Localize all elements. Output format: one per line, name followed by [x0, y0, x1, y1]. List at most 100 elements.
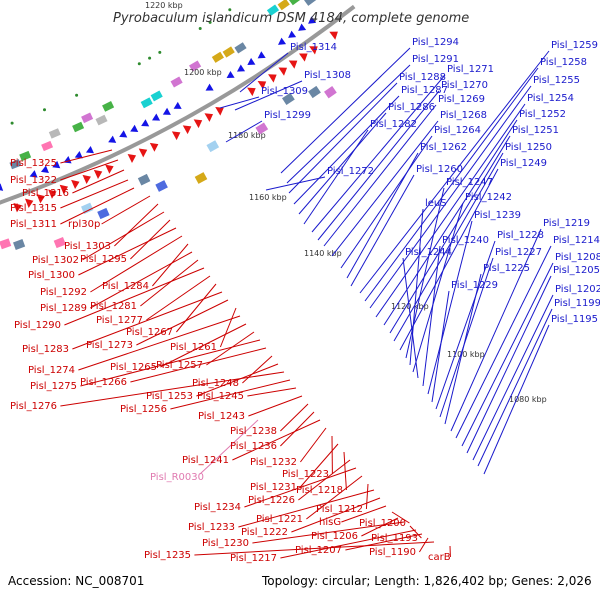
- ruler-dot: [208, 20, 212, 24]
- gene-label: Pisl_1229: [451, 280, 498, 291]
- leader-line: [219, 96, 260, 109]
- forward-strand-arrow: [40, 165, 49, 173]
- leader-line: [477, 308, 553, 467]
- leader-line: [323, 104, 437, 247]
- gene-label: Pisl_1294: [412, 37, 459, 48]
- gene-label: Pisl_1244: [405, 247, 452, 258]
- gc-content-block: [255, 122, 269, 135]
- accession-text: Accession: NC_008701: [8, 574, 145, 588]
- gene-label: Pisl_1260: [416, 164, 463, 175]
- gc-content-block: [206, 140, 220, 153]
- gene-label: carB: [428, 552, 451, 563]
- gene-label: Pisl_1288: [399, 72, 446, 83]
- gc-skew-block: [189, 60, 202, 72]
- ruler-dot: [75, 93, 79, 97]
- leader-line: [365, 483, 369, 510]
- leader-line: [242, 355, 273, 384]
- forward-strand-arrow: [298, 23, 307, 31]
- gene-label: Pisl_1243: [198, 411, 245, 422]
- gc-content-block: [0, 238, 12, 250]
- leader-line: [82, 211, 165, 261]
- gc-skew-block: [277, 0, 290, 11]
- leader-line: [402, 257, 419, 379]
- ruler-label: 1200 kbp: [184, 68, 222, 77]
- leader-line: [341, 505, 387, 523]
- gene-label: Pisl_1208: [555, 252, 600, 263]
- gc-content-block: [282, 92, 295, 105]
- leader-line: [90, 251, 193, 309]
- gene-label: Pisl_1272: [327, 166, 374, 177]
- gene-label: Pisl_1257: [156, 360, 203, 371]
- gene-label: Pisl_1316: [22, 188, 69, 199]
- gene-label: Pisl_1268: [440, 110, 487, 121]
- ruler-label: 1220 kbp: [145, 1, 183, 10]
- gene-label: Pisl_1271: [447, 64, 494, 75]
- leader-line: [152, 243, 189, 287]
- gene-label: Pisl_1193: [371, 533, 418, 544]
- gene-label: Pisl_1236: [230, 441, 277, 452]
- gene-label: Pisl_1202: [555, 284, 600, 295]
- gene-label: Pisl_1284: [102, 281, 149, 292]
- reverse-strand-arrow: [127, 153, 137, 163]
- kbp-ruler: 1220 kbp 1200 kbp 1180 kbp 1160 kbp 1140 kbp…: [145, 1, 547, 404]
- gene-label: Pisl_1247: [446, 177, 493, 188]
- leader-line: [461, 262, 554, 447]
- gene-label: Pisl_1309: [261, 86, 308, 97]
- gc-content-block: [81, 202, 94, 214]
- ruler-dot: [43, 108, 46, 112]
- reverse-strand-arrow: [182, 125, 192, 135]
- gene-label: Pisl_1266: [80, 377, 127, 388]
- leader-line: [303, 129, 369, 225]
- reverse-strand-arrow: [257, 81, 267, 90]
- gene-label: Pisl_1264: [434, 125, 481, 136]
- forward-strand-arrow: [0, 183, 4, 191]
- forward-strand-arrow: [205, 83, 214, 91]
- gc-content-block: [13, 239, 26, 250]
- ruler-label: 1160 kbp: [249, 193, 287, 202]
- gene-label: Pisl_1214: [553, 235, 600, 246]
- leader-line: [399, 168, 499, 351]
- gc-content-block: [53, 237, 66, 249]
- gene-label: Pisl_1303: [64, 241, 111, 252]
- gene-label: Pisl_1205: [553, 265, 600, 276]
- leader-line: [64, 267, 205, 326]
- gc-skew-block: [150, 90, 163, 102]
- gene-label: Pisl_1218: [296, 485, 343, 496]
- forward-strand-arrow: [74, 151, 83, 159]
- leader-line: [439, 257, 494, 418]
- reverse-strand-arrow: [138, 148, 148, 158]
- leader-line: [483, 324, 550, 475]
- gc-skew-block: [81, 112, 94, 124]
- leader-line: [466, 275, 552, 454]
- reverse-strand-arrow: [329, 31, 338, 40]
- leader-line: [72, 291, 223, 350]
- leader-line: [60, 149, 113, 164]
- leader-line: [306, 475, 363, 520]
- leader-line: [455, 245, 552, 439]
- gene-label: Pisl_1276: [10, 401, 57, 412]
- leader-line: [427, 220, 473, 395]
- leader-line: [219, 307, 237, 348]
- ruler-label: 1180 kbp: [228, 131, 266, 140]
- gene-label: Pisl_1234: [194, 502, 241, 513]
- gene-label: Pisl_1248: [192, 378, 239, 389]
- ruler-label: 1120 kbp: [391, 302, 429, 311]
- gene-label: Pisl_1287: [401, 85, 448, 96]
- gene-label: rpl30p: [68, 219, 100, 230]
- leader-line: [60, 187, 135, 225]
- gene-label: Pisl_1282: [370, 119, 417, 130]
- leader-line: [78, 227, 177, 276]
- gene-label: Pisl_1259: [551, 40, 598, 51]
- forward-strand-arrow: [288, 30, 297, 38]
- rna-gene-label: Pisl_R0030: [150, 472, 204, 483]
- gene-label: Pisl_1314: [290, 42, 337, 53]
- gc-skew-block: [266, 4, 280, 16]
- gene-label: Pisl_1195: [551, 314, 598, 325]
- gene-label: Pisl_1239: [474, 210, 521, 221]
- leader-line: [418, 537, 429, 553]
- gene-label: Pisl_1273: [86, 340, 133, 351]
- gene-label: hisG: [319, 517, 341, 528]
- gene-label: Pisl_1300: [28, 270, 75, 281]
- leader-line: [431, 290, 450, 403]
- gene-label: Pisl_1250: [505, 142, 552, 153]
